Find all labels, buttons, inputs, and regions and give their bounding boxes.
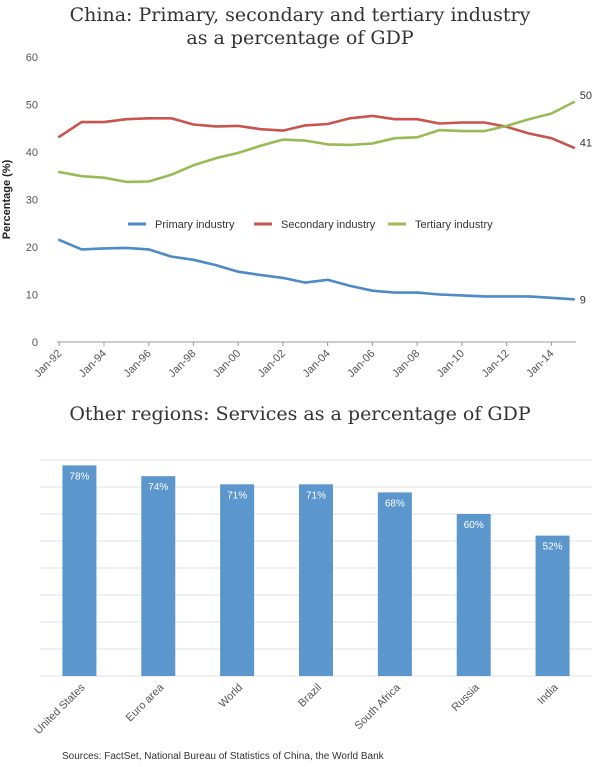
bar-value-label: 60% [464,520,484,531]
y-tick-label: 0 [32,337,38,349]
category-label: Euro area [124,681,167,724]
legend-label: Tertiary industry [415,219,493,231]
line-chart-title-line2: as a percentage of GDP [186,27,414,49]
y-tick-label: 30 [26,195,38,207]
category-label: World [217,682,246,711]
bar-value-label: 74% [148,482,168,493]
bar-chart-title: Other regions: Services as a percentage … [69,403,531,425]
bar-value-label: 71% [227,490,247,501]
bar-value-label: 68% [385,498,405,509]
category-label: Russia [450,681,483,714]
y-tick-label: 40 [26,147,38,159]
category-label: India [535,681,561,707]
bar-world [220,484,255,676]
category-label: Brazil [296,682,324,710]
bar-india [535,535,570,676]
bar-united-states [62,465,97,676]
bar-value-label: 78% [69,471,89,482]
y-axis-label: Percentage (%) [1,159,13,239]
y-tick-label: 10 [26,290,38,302]
y-tick-label: 60 [26,52,38,64]
bar-value-label: 71% [306,490,326,501]
series-line-tertiary-industry [57,100,576,184]
legend-label: Secondary industry [281,219,376,231]
series-line-secondary-industry [57,114,576,149]
series-end-label: 41 [580,138,592,150]
source-note: Sources: FactSet, National Bureau of Sta… [62,751,384,762]
bar-south-africa [377,492,412,676]
category-label: South Africa [353,681,404,732]
series-end-label: 50 [580,90,592,102]
bar-value-label: 52% [543,542,563,553]
bar-euro-area [141,476,176,676]
legend-label: Primary industry [155,219,235,231]
y-tick-label: 50 [26,100,38,112]
line-chart-title: China: Primary, secondary and tertiary i… [0,4,600,50]
bar-brazil [299,484,333,676]
bar-russia [456,514,491,676]
category-label: United States [32,681,88,737]
line-chart-title-line1: China: Primary, secondary and tertiary i… [69,4,531,26]
y-tick-label: 20 [26,242,38,254]
series-line-primary-industry [57,238,576,301]
series-end-label: 9 [580,294,586,306]
